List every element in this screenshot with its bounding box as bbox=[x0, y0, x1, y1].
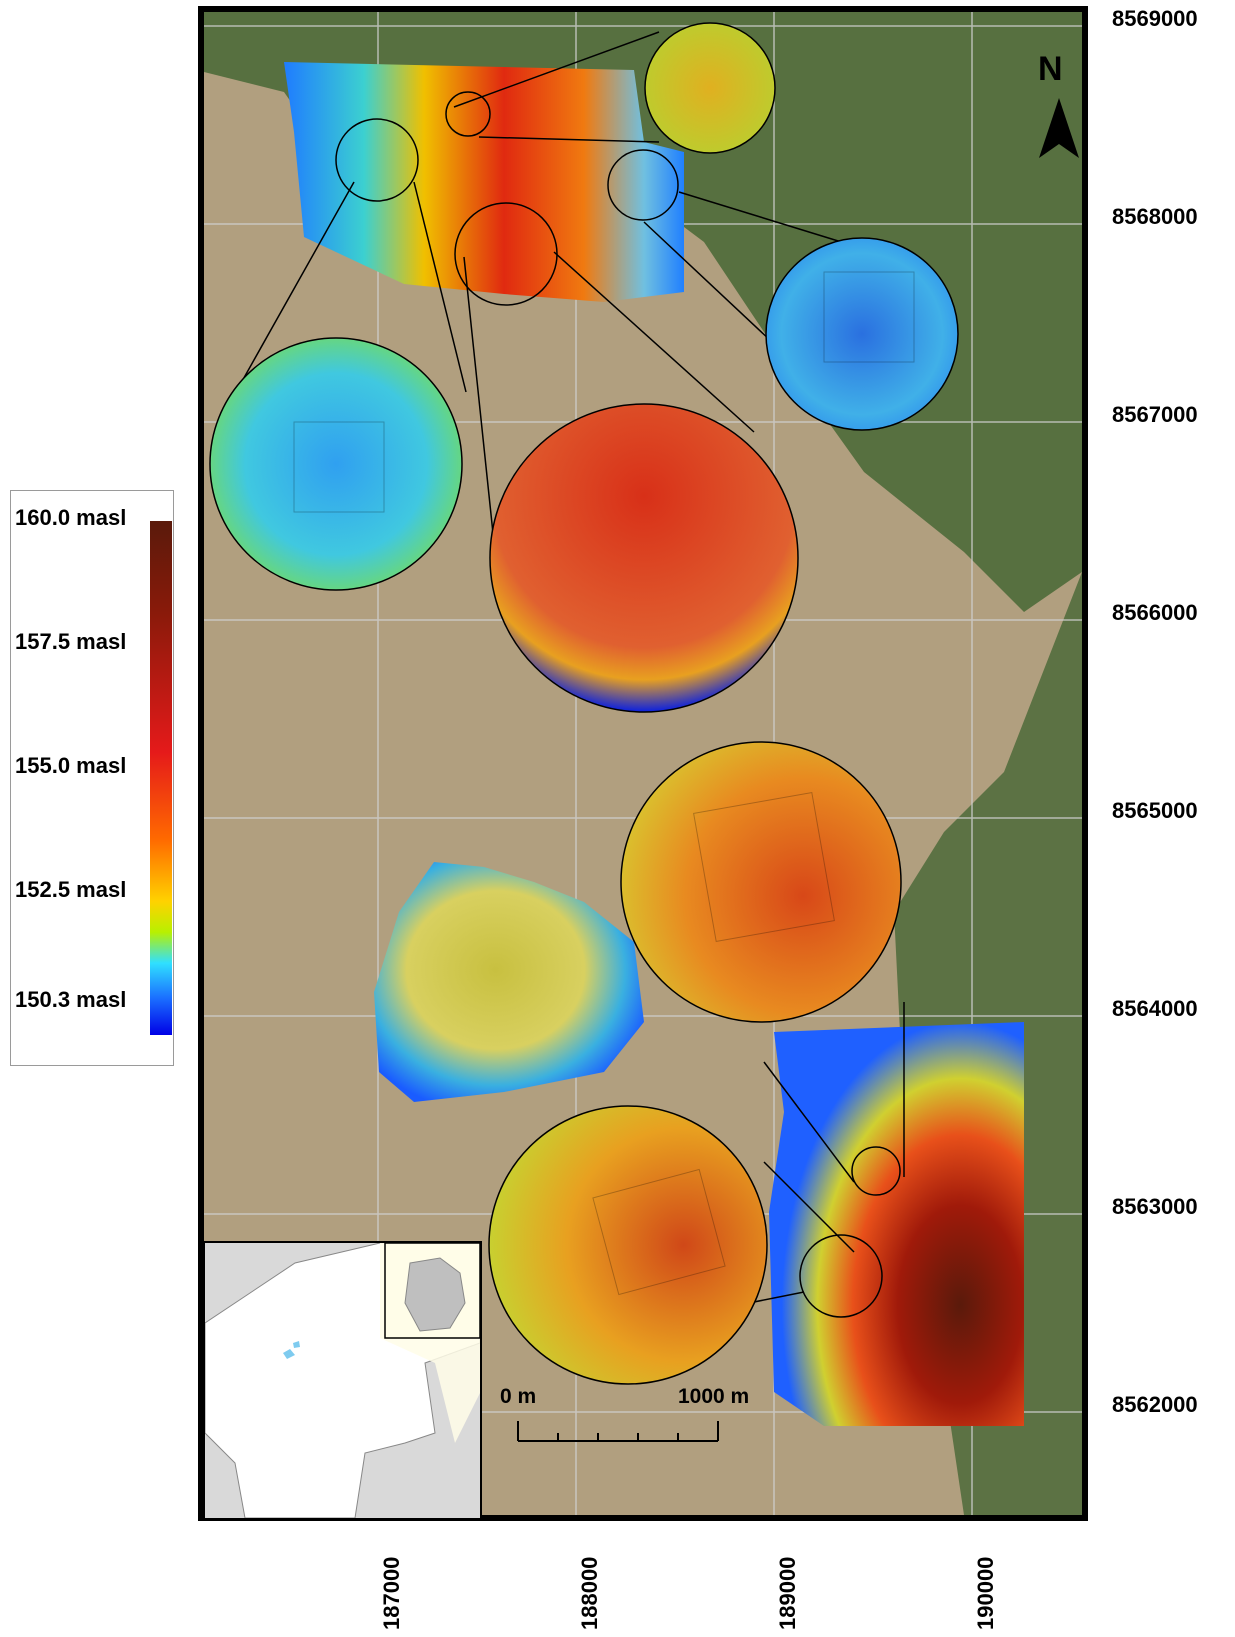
lidar-south-block bbox=[769, 1022, 1024, 1426]
north-arrow-icon bbox=[1039, 98, 1079, 158]
northing-label-8566000: 8566000 bbox=[1112, 600, 1198, 625]
legend-label-max: 160.0 masl bbox=[15, 505, 127, 530]
legend-label-155: 155.0 masl bbox=[15, 753, 127, 778]
north-label: N bbox=[1038, 50, 1063, 88]
legend-label-157: 157.5 masl bbox=[15, 629, 127, 654]
zoom-circle-mixed bbox=[488, 1105, 768, 1385]
scale-label-start: 0 m bbox=[500, 1385, 537, 1408]
easting-label-188000: 188000 bbox=[577, 1556, 602, 1630]
legend-color-ramp bbox=[150, 521, 172, 1035]
northing-label-8569000: 8569000 bbox=[1112, 6, 1198, 31]
earthwork-outlines bbox=[293, 271, 915, 1296]
scale-label-end: 1000 m bbox=[678, 1385, 750, 1408]
northing-label-8568000: 8568000 bbox=[1112, 204, 1198, 229]
legend-label-min: 150.3 masl bbox=[15, 987, 127, 1012]
zoom-circle-blue-grid bbox=[765, 237, 959, 431]
legend-label-152: 152.5 masl bbox=[15, 877, 127, 902]
zoom-circle-blue-green bbox=[209, 337, 463, 591]
zoom-circle-orange bbox=[620, 741, 902, 1023]
lidar-island bbox=[374, 862, 644, 1102]
elevation-legend: 160.0 masl 157.5 masl 155.0 masl 152.5 m… bbox=[10, 490, 174, 1066]
northing-label-8567000: 8567000 bbox=[1112, 402, 1198, 427]
northing-label-8565000: 8565000 bbox=[1112, 798, 1198, 823]
inset-locator-map bbox=[203, 1241, 482, 1520]
easting-label-187000: 187000 bbox=[379, 1556, 404, 1630]
northing-label-8562000: 8562000 bbox=[1112, 1392, 1198, 1417]
northing-label-8563000: 8563000 bbox=[1112, 1194, 1198, 1219]
lidar-north-block bbox=[284, 62, 684, 302]
zoom-circle-red bbox=[489, 403, 799, 713]
easting-label-190000: 190000 bbox=[973, 1556, 998, 1630]
source-circles bbox=[335, 91, 901, 1318]
easting-label-189000: 189000 bbox=[775, 1556, 800, 1630]
inset-map-graphic bbox=[205, 1243, 480, 1518]
northing-label-8564000: 8564000 bbox=[1112, 996, 1198, 1021]
zoom-circle-yellow bbox=[644, 22, 776, 154]
scale-bar-graphic bbox=[517, 1421, 719, 1442]
